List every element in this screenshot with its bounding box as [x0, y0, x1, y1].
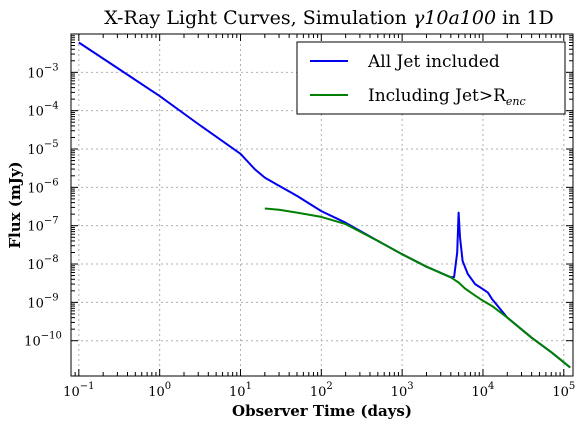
y-tick-label-base: 10 — [27, 220, 44, 235]
legend-label-jet-renc-main: Including Jet>R — [368, 86, 507, 106]
x-tick-label-exp: 0 — [165, 381, 171, 392]
x-tick-label-base: 10 — [63, 385, 80, 400]
y-tick-label-exp: −4 — [44, 101, 59, 112]
x-tick-label: 10−1 — [63, 381, 94, 400]
y-tick-label-base: 10 — [27, 143, 44, 158]
legend: All Jet included Including Jet>Renc — [296, 41, 566, 115]
y-tick-label: 10−7 — [27, 216, 58, 235]
x-tick-label: 105 — [552, 381, 575, 400]
y-tick-label: 10−6 — [27, 177, 58, 196]
y-tick-label-base: 10 — [27, 66, 44, 81]
y-tick-label-exp: −10 — [41, 331, 62, 342]
y-tick-label: 10−3 — [27, 62, 58, 81]
x-tick-label-exp: −1 — [80, 381, 95, 392]
y-tick-label: 10−4 — [27, 101, 58, 120]
x-tick-label-exp: 5 — [569, 381, 575, 392]
y-tick-label-exp: −9 — [44, 292, 59, 303]
y-tick-label-base: 10 — [27, 258, 44, 273]
y-tick-label: 10−8 — [27, 254, 58, 273]
y-tick-label-exp: −5 — [44, 139, 59, 150]
y-tick-label-exp: −3 — [44, 62, 59, 73]
y-tick-label: 10−5 — [27, 139, 58, 158]
y-tick-label: 10−10 — [24, 331, 62, 350]
y-tick-label-base: 10 — [27, 105, 44, 120]
ticks — [70, 34, 573, 376]
x-tick-label-exp: 4 — [488, 381, 494, 392]
x-tick-label-base: 10 — [472, 385, 489, 400]
chart-title-math: γ10a100 — [413, 7, 496, 29]
x-tick-label: 100 — [148, 381, 171, 400]
chart-title-tail: in 1D — [496, 7, 554, 29]
chart-title-main: X-Ray Light Curves, Simulation — [104, 7, 413, 29]
x-tick-label-exp: 2 — [326, 381, 332, 392]
x-tick-label-exp: 3 — [407, 381, 413, 392]
x-tick-label-base: 10 — [229, 385, 246, 400]
tick-labels: 10−1 100 101 102 103 104 10510−1010−910−810−71… — [24, 62, 575, 400]
plot-frame — [70, 33, 574, 377]
legend-label-jet-renc: Including Jet>Renc — [368, 86, 526, 108]
x-tick-label: 104 — [472, 381, 495, 400]
chart-title: X-Ray Light Curves, Simulation γ10a100 i… — [104, 7, 554, 29]
legend-box — [296, 41, 566, 115]
y-tick-label-exp: −7 — [44, 216, 59, 227]
x-tick-label: 103 — [391, 381, 414, 400]
x-tick-label-base: 10 — [552, 385, 569, 400]
x-tick-label-base: 10 — [148, 385, 165, 400]
x-tick-label-base: 10 — [310, 385, 327, 400]
series-line-1 — [264, 207, 571, 369]
y-tick-label-exp: −8 — [44, 254, 59, 265]
x-tick-label-exp: 1 — [246, 381, 252, 392]
x-tick-label: 101 — [229, 381, 252, 400]
x-tick-label-base: 10 — [391, 385, 408, 400]
y-tick-label-exp: −6 — [44, 177, 59, 188]
y-tick-label-base: 10 — [27, 296, 44, 311]
y-tick-label: 10−9 — [27, 292, 58, 311]
x-axis-label: Observer Time (days) — [232, 402, 412, 420]
x-tick-label: 102 — [310, 381, 333, 400]
y-axis-label: Flux (mJy) — [6, 161, 24, 248]
y-tick-label-base: 10 — [24, 335, 41, 350]
legend-label-jet-renc-sub: enc — [506, 95, 526, 108]
series-layer — [78, 41, 571, 369]
y-tick-label-base: 10 — [27, 181, 44, 196]
legend-label-all-jet: All Jet included — [367, 52, 500, 72]
